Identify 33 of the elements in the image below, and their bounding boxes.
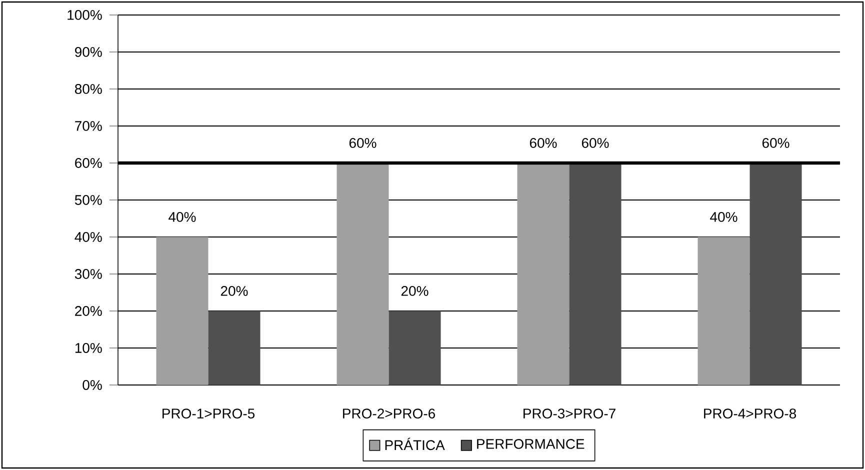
data-label: 40%	[710, 212, 738, 222]
y-tick-label: 40%	[74, 232, 102, 242]
bar	[336, 162, 389, 385]
bar	[156, 236, 208, 385]
y-tick-label: 80%	[74, 84, 102, 94]
bar	[698, 236, 750, 385]
y-tick-label: 100%	[68, 10, 102, 20]
data-label: 60%	[530, 138, 557, 148]
x-tick-label: PRO-4>PRO-8	[704, 408, 796, 418]
y-tick-label: 60%	[75, 158, 102, 168]
legend-label: PERFORMANCE	[477, 439, 584, 449]
data-label: 60%	[582, 138, 609, 148]
data-label: 60%	[349, 138, 376, 148]
data-label: 40%	[168, 212, 196, 222]
bar	[569, 162, 622, 385]
y-tick-label: 70%	[75, 121, 102, 131]
data-label: 60%	[762, 138, 790, 148]
y-tick-label: 0%	[82, 380, 102, 390]
x-tick-label: PRO-2>PRO-6	[343, 408, 435, 418]
bar	[388, 310, 441, 385]
bar	[750, 162, 802, 385]
y-tick-label: 20%	[75, 306, 102, 316]
y-tick-label: 90%	[75, 47, 102, 57]
data-label: 20%	[220, 286, 248, 296]
y-tick-label: 30%	[74, 269, 102, 279]
x-tick-label: PRO-3>PRO-7	[524, 408, 616, 418]
bar	[517, 162, 570, 385]
x-tick-label: PRO-1>PRO-5	[162, 408, 255, 418]
y-tick-label: 50%	[74, 195, 102, 205]
legend-label: PRÁTICA	[385, 438, 445, 450]
bar	[208, 310, 260, 385]
data-label: 20%	[401, 286, 428, 296]
y-tick-label: 10%	[75, 343, 102, 353]
